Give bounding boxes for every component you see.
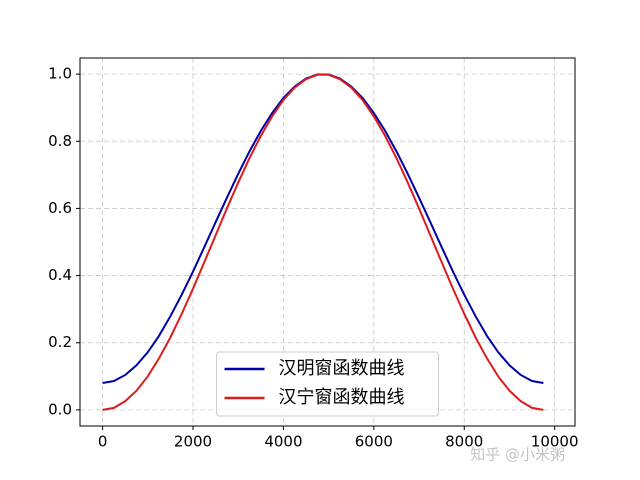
legend-box [216,351,439,417]
x-tick-label: 8000 [445,433,483,451]
x-tick-label: 4000 [264,433,302,451]
x-tick-label: 6000 [355,433,393,451]
y-tick-label: 0.8 [48,132,72,150]
y-tick-label: 0.6 [48,199,72,217]
legend-label: 汉宁窗函数曲线 [279,387,405,408]
y-tick-label: 1.0 [48,65,72,83]
axes-frame [79,57,576,427]
x-tick-label: 0 [98,433,108,451]
x-tick-label: 10000 [531,433,579,451]
x-tick-label: 2000 [174,433,212,451]
line-series [102,73,544,411]
y-tick-label: 0.2 [48,333,72,351]
legend-label: 汉明窗函数曲线 [279,358,405,379]
ticks: 0 2000 4000 6000 8000 10000 0.0 0.2 0.4 0.6 0.8 1.0 [48,65,578,451]
watermark: 知乎 @小米粥 [470,446,565,464]
plot [102,73,544,411]
y-tick-label: 0.4 [48,266,72,284]
y-tick-label: 0.0 [48,400,72,418]
